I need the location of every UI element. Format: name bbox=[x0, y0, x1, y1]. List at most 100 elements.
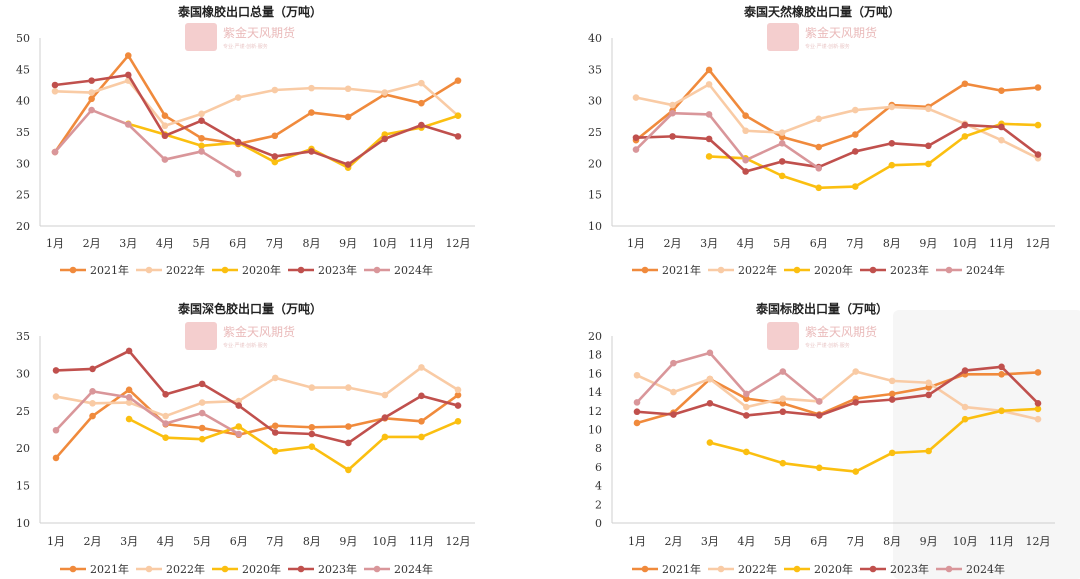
data-point bbox=[633, 399, 641, 406]
data-point bbox=[381, 391, 389, 399]
data-point bbox=[888, 396, 896, 403]
x-tick-label: 5月 bbox=[193, 535, 211, 548]
y-tick-label: 35 bbox=[16, 126, 30, 139]
watermark-tagline: 专业·严谨·创新·服务 bbox=[223, 43, 268, 50]
data-point bbox=[52, 393, 60, 400]
x-tick-label: 6月 bbox=[810, 237, 828, 250]
data-point bbox=[925, 391, 932, 399]
data-point bbox=[743, 403, 750, 411]
data-point bbox=[198, 424, 206, 432]
data-point bbox=[124, 121, 132, 128]
legend-label: 2021年 bbox=[662, 562, 701, 576]
data-point bbox=[454, 133, 462, 140]
data-point bbox=[308, 109, 315, 116]
x-tick-label: 10月 bbox=[372, 237, 397, 250]
series-2022年 bbox=[52, 364, 462, 420]
data-point bbox=[162, 391, 169, 398]
data-point bbox=[89, 400, 96, 407]
series-line bbox=[636, 365, 1039, 417]
data-point bbox=[633, 371, 641, 379]
y-tick-label: 45 bbox=[16, 63, 30, 76]
watermark-brand: 紫金天风期货 bbox=[223, 324, 295, 339]
series-line bbox=[635, 123, 1039, 173]
data-point bbox=[124, 71, 132, 79]
data-point bbox=[705, 81, 713, 88]
series-2020年 bbox=[706, 405, 1042, 475]
y-tick-label: 14 bbox=[588, 386, 602, 399]
data-point bbox=[888, 139, 896, 147]
data-point bbox=[308, 148, 315, 155]
series-line bbox=[709, 407, 1039, 473]
legend-swatch-marker bbox=[297, 266, 305, 274]
data-point bbox=[161, 112, 169, 120]
data-point bbox=[742, 112, 749, 120]
legend-swatch-marker bbox=[69, 565, 77, 573]
legend-label: 2023年 bbox=[890, 263, 929, 277]
x-tick-label: 8月 bbox=[302, 237, 320, 250]
data-point bbox=[778, 172, 786, 180]
series-2022年 bbox=[632, 81, 1042, 162]
data-point bbox=[633, 419, 641, 427]
legend-label: 2020年 bbox=[242, 562, 281, 576]
series-2023年 bbox=[632, 121, 1042, 175]
watermark-seal-icon bbox=[185, 23, 217, 51]
data-point bbox=[705, 135, 713, 143]
legend-label: 2021年 bbox=[90, 263, 129, 277]
seal-watermark-block bbox=[893, 310, 1080, 579]
data-point bbox=[706, 400, 714, 407]
y-tick-label: 30 bbox=[16, 367, 30, 380]
y-tick-label: 6 bbox=[595, 461, 602, 474]
data-point bbox=[271, 429, 279, 436]
chart-title: 泰国橡胶出口总量（万吨） bbox=[177, 4, 322, 19]
legend-swatch-marker bbox=[641, 266, 649, 274]
legend-label: 2024年 bbox=[394, 263, 433, 277]
data-point bbox=[235, 402, 243, 409]
x-tick-label: 6月 bbox=[810, 535, 828, 548]
data-point bbox=[308, 84, 315, 92]
data-point bbox=[925, 447, 932, 455]
series-line bbox=[636, 351, 821, 404]
series-2024年 bbox=[52, 388, 243, 438]
data-point bbox=[743, 395, 750, 402]
data-point bbox=[778, 139, 786, 147]
y-tick-label: 20 bbox=[16, 442, 30, 455]
data-point bbox=[815, 165, 823, 172]
legend-label: 2022年 bbox=[738, 263, 777, 277]
x-tick-label: 1月 bbox=[628, 535, 646, 548]
x-tick-label: 4月 bbox=[737, 535, 755, 548]
data-point bbox=[198, 117, 205, 125]
data-point bbox=[1034, 151, 1042, 158]
x-tick-label: 10月 bbox=[372, 535, 397, 548]
legend-swatch-marker bbox=[373, 565, 381, 573]
x-tick-label: 12月 bbox=[446, 535, 471, 548]
x-tick-label: 10月 bbox=[953, 535, 978, 548]
data-point bbox=[851, 106, 859, 114]
data-point bbox=[271, 422, 279, 430]
data-point bbox=[198, 409, 206, 417]
data-point bbox=[925, 384, 932, 391]
data-point bbox=[51, 87, 59, 95]
data-point bbox=[418, 417, 425, 425]
data-point bbox=[743, 412, 750, 419]
data-point bbox=[633, 408, 641, 416]
x-tick-label: 7月 bbox=[847, 535, 865, 548]
series-line bbox=[55, 349, 459, 445]
data-point bbox=[89, 365, 96, 373]
y-tick-label: 12 bbox=[588, 405, 602, 418]
series-line bbox=[635, 83, 1039, 160]
x-tick-label: 3月 bbox=[701, 535, 719, 548]
data-point bbox=[779, 408, 787, 416]
data-point bbox=[51, 81, 59, 89]
data-point bbox=[161, 156, 169, 163]
watermark-seal-icon bbox=[767, 322, 799, 350]
data-point bbox=[925, 379, 932, 387]
series-line bbox=[54, 108, 239, 176]
legend-swatch-marker bbox=[945, 266, 953, 274]
chart-title: 泰国天然橡胶出口量（万吨） bbox=[743, 4, 900, 19]
legend-swatch-marker bbox=[297, 565, 305, 573]
